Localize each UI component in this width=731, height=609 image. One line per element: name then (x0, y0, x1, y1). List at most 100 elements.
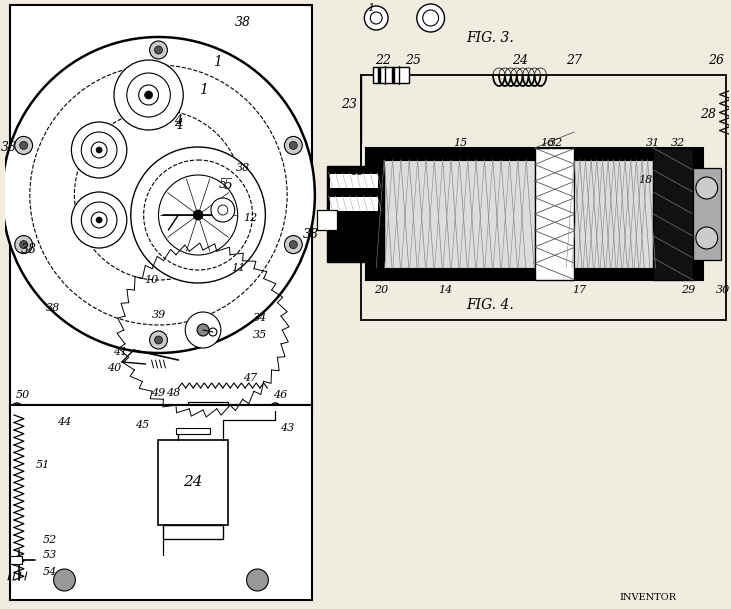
Text: 24: 24 (183, 475, 203, 489)
Text: 17: 17 (572, 285, 586, 295)
Text: 1: 1 (213, 55, 222, 69)
Bar (188, 402, 228, 412)
Text: 50: 50 (16, 390, 30, 400)
Text: 16: 16 (540, 138, 555, 148)
Bar (10, 5, 312, 410)
Text: 1: 1 (199, 83, 208, 97)
Text: 12: 12 (243, 213, 257, 223)
Circle shape (211, 198, 235, 222)
Circle shape (145, 91, 153, 99)
Circle shape (284, 236, 302, 253)
Circle shape (20, 141, 28, 149)
Circle shape (72, 192, 126, 248)
Text: 43: 43 (280, 423, 295, 433)
Bar (10, 556, 22, 564)
Circle shape (284, 136, 302, 155)
Text: 46: 46 (273, 390, 287, 400)
Text: 47: 47 (243, 373, 257, 383)
Circle shape (150, 331, 167, 349)
Circle shape (193, 210, 203, 220)
Circle shape (72, 122, 126, 178)
Text: 35: 35 (254, 330, 268, 340)
Text: FIG. 3.: FIG. 3. (466, 31, 514, 45)
Circle shape (289, 141, 298, 149)
Text: 32: 32 (671, 138, 685, 148)
Text: 38: 38 (235, 163, 250, 173)
Text: 31: 31 (646, 138, 660, 148)
Circle shape (96, 217, 102, 223)
Bar (329, 173, 378, 188)
Circle shape (139, 85, 159, 105)
Text: 38: 38 (303, 228, 319, 241)
Text: 19: 19 (350, 167, 365, 177)
Text: 23: 23 (341, 99, 357, 111)
Bar (317, 210, 337, 230)
Circle shape (270, 403, 280, 413)
Text: 15: 15 (453, 138, 467, 148)
Bar (159, 440, 228, 525)
Text: 38: 38 (20, 243, 37, 256)
Circle shape (2, 37, 315, 353)
Circle shape (131, 407, 137, 413)
Circle shape (417, 4, 444, 32)
Circle shape (696, 227, 718, 249)
Text: 49: 49 (151, 388, 166, 398)
Bar (574, 160, 654, 268)
Text: 54: 54 (42, 567, 57, 577)
Text: 25: 25 (405, 54, 421, 68)
Circle shape (185, 312, 221, 348)
Circle shape (91, 142, 107, 158)
Circle shape (15, 236, 33, 253)
Circle shape (131, 147, 265, 283)
Bar (327, 166, 384, 262)
Circle shape (144, 160, 252, 270)
Circle shape (423, 10, 439, 26)
Circle shape (96, 147, 102, 153)
Text: 52: 52 (42, 535, 57, 545)
Text: 41: 41 (113, 347, 127, 357)
Bar (10, 405, 312, 600)
Bar (534, 148, 574, 280)
Circle shape (159, 175, 238, 255)
Circle shape (371, 12, 382, 24)
Text: 4: 4 (174, 113, 182, 127)
Circle shape (696, 177, 718, 199)
Text: 1: 1 (368, 3, 375, 13)
Text: 51: 51 (36, 460, 50, 470)
Text: 45: 45 (135, 420, 149, 430)
Text: 34: 34 (254, 313, 268, 323)
Text: 38: 38 (1, 141, 17, 154)
Circle shape (53, 569, 75, 591)
Text: 32: 32 (549, 138, 564, 148)
Text: 14: 14 (439, 285, 452, 295)
Circle shape (91, 212, 107, 228)
Text: 28: 28 (700, 108, 716, 122)
Text: 5: 5 (219, 178, 227, 191)
Circle shape (209, 328, 217, 336)
Text: 18: 18 (638, 175, 653, 185)
Bar (654, 148, 693, 280)
Circle shape (12, 403, 22, 413)
Circle shape (154, 46, 162, 54)
Text: 10: 10 (145, 275, 159, 285)
Bar (164, 525, 223, 539)
Text: 5: 5 (224, 178, 232, 192)
Text: 29: 29 (681, 285, 695, 295)
Circle shape (154, 336, 162, 344)
Text: 40: 40 (107, 363, 121, 373)
Text: 26: 26 (708, 54, 724, 68)
Circle shape (114, 60, 183, 130)
Text: 48: 48 (166, 388, 181, 398)
Text: 53: 53 (42, 550, 57, 560)
Text: 38: 38 (45, 303, 60, 313)
Circle shape (246, 569, 268, 591)
Text: 22: 22 (375, 54, 391, 68)
Circle shape (15, 136, 33, 155)
Bar (176, 428, 210, 434)
Circle shape (289, 241, 298, 248)
Circle shape (197, 324, 209, 336)
Circle shape (364, 6, 388, 30)
Circle shape (150, 41, 167, 59)
Text: 4: 4 (174, 118, 183, 132)
Circle shape (81, 132, 117, 168)
